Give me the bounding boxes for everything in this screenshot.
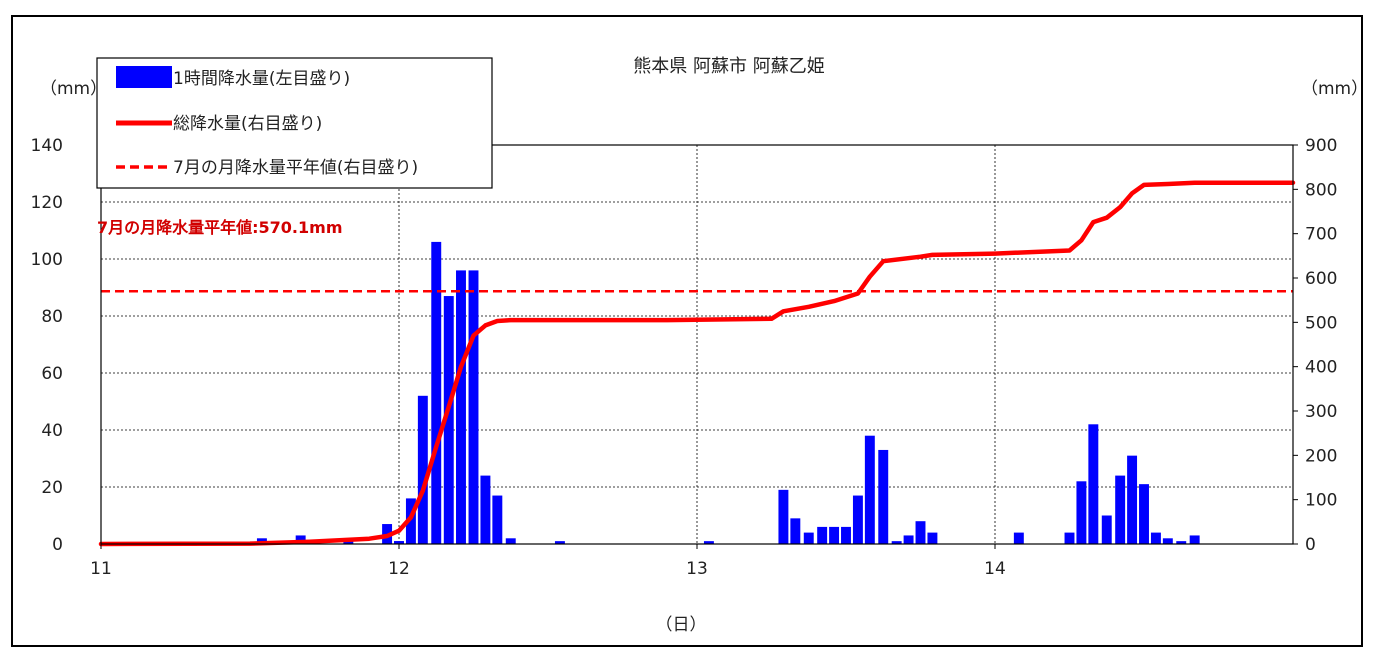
hourly-bars (256, 241, 1200, 544)
hourly-bar (1064, 532, 1075, 544)
hourly-bar (443, 296, 454, 544)
chart-frame: 0 20 40 60 80 100 120 140 0 100 200 300 400 500 600 700… (11, 15, 1363, 647)
x-tick-label-13: 13 (686, 559, 708, 579)
x-tick-label-14: 14 (984, 559, 1006, 579)
x-tick-label-11: 11 (90, 559, 112, 579)
hourly-bar (852, 495, 863, 544)
gridlines (101, 144, 1293, 544)
left-tick-label-120: 120 (31, 193, 63, 213)
right-axis-unit: （mm） (1301, 79, 1361, 99)
hourly-bar (778, 489, 789, 544)
hourly-bar (1088, 424, 1099, 544)
hourly-bar (431, 241, 442, 544)
left-tick-label-100: 100 (31, 250, 63, 270)
total-precip-line (98, 180, 1296, 547)
right-tick-label-400: 400 (1305, 358, 1337, 378)
hourly-bar (1176, 541, 1187, 544)
hourly-bar (903, 535, 914, 544)
lines-layer (98, 180, 1296, 547)
right-tick-label-700: 700 (1305, 225, 1337, 245)
normal-annotation: 7月の月降水量平年値:570.1mm (97, 218, 343, 237)
hourly-bar (1189, 535, 1200, 544)
hourly-bar (343, 541, 354, 544)
hourly-bar (295, 535, 306, 544)
hourly-bar (915, 521, 926, 544)
rainfall-chart: 0 20 40 60 80 100 120 140 0 100 200 300 400 500 600 700… (31, 56, 1361, 635)
right-tick-label-600: 600 (1305, 269, 1337, 289)
legend-swatch-hourly (116, 66, 172, 88)
left-tick-label-80: 80 (41, 307, 63, 327)
left-axis-unit: （mm） (40, 79, 107, 99)
hourly-bar (703, 541, 714, 544)
hourly-bar (1150, 532, 1161, 544)
right-tick-label-100: 100 (1305, 491, 1337, 511)
legend-label-total: 総降水量(右目盛り) (173, 114, 322, 134)
hourly-bar (1013, 532, 1024, 544)
right-tick-label-800: 800 (1305, 180, 1337, 200)
hourly-bar (417, 395, 428, 544)
hourly-bar (554, 541, 565, 544)
hourly-bar (1076, 481, 1087, 544)
right-tick-label-200: 200 (1305, 446, 1337, 466)
hourly-bar (405, 498, 416, 544)
hourly-bar (864, 435, 875, 544)
hourly-bar (1139, 484, 1149, 544)
hourly-bar (878, 449, 889, 544)
hourly-bar (468, 270, 479, 544)
hourly-bar (927, 532, 938, 544)
hourly-bar (1101, 515, 1112, 544)
left-tick-label-60: 60 (41, 364, 63, 384)
hourly-bar (1127, 455, 1138, 544)
axes-layer: 0 20 40 60 80 100 120 140 0 100 200 300 400 500 600 700… (31, 136, 1338, 579)
x-axis-label: （日） (656, 615, 707, 635)
plot-area-border (100, 144, 1294, 545)
right-tick-label-0: 0 (1305, 535, 1316, 555)
left-tick-label-40: 40 (41, 421, 63, 441)
hourly-bar (829, 526, 840, 544)
legend-label-hourly: 1時間降水量(左目盛り) (173, 69, 350, 89)
x-tick-label-12: 12 (388, 559, 410, 579)
hourly-bar (394, 541, 404, 544)
hourly-bar (1162, 538, 1173, 544)
hourly-bar (492, 495, 503, 544)
left-tick-label-0: 0 (52, 535, 63, 555)
hourly-bar (841, 526, 851, 544)
left-tick-label-20: 20 (41, 478, 63, 498)
chart-title: 熊本県 阿蘇市 阿蘇乙姫 (633, 56, 824, 77)
hourly-bar (790, 518, 801, 544)
hourly-bar (891, 541, 902, 544)
left-tick-label-140: 140 (31, 136, 63, 156)
hourly-bar (1115, 475, 1126, 544)
hourly-bar (505, 538, 516, 544)
right-tick-label-900: 900 (1305, 136, 1337, 156)
legend: 1時間降水量(左目盛り) 総降水量(右目盛り) 7月の月降水量平年値(右目盛り) (96, 57, 493, 189)
legend-label-normal: 7月の月降水量平年値(右目盛り) (173, 158, 418, 178)
right-tick-label-300: 300 (1305, 402, 1337, 422)
hourly-bar (803, 532, 814, 544)
right-tick-label-500: 500 (1305, 313, 1337, 333)
hourly-bar (456, 270, 466, 544)
hourly-bar (817, 526, 828, 544)
hourly-bar (480, 475, 491, 544)
